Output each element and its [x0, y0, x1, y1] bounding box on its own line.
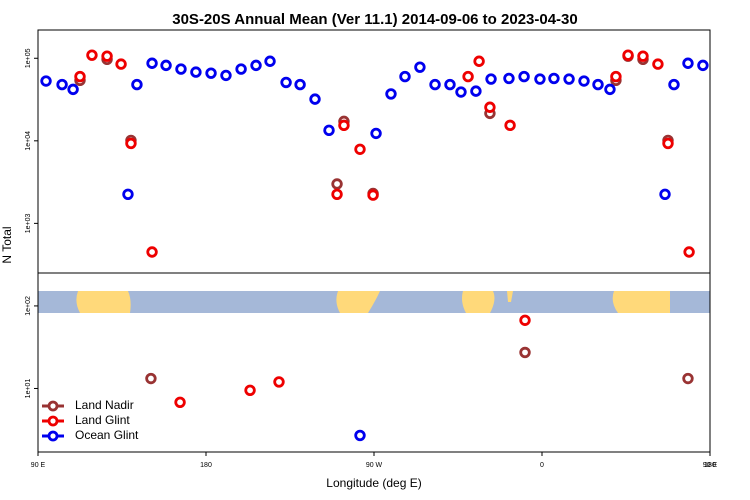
data-point [592, 78, 604, 91]
data-point [682, 372, 694, 385]
data-point [115, 58, 127, 70]
data-point [146, 246, 158, 258]
data-point [354, 143, 366, 155]
data-point [518, 70, 530, 83]
data-point [131, 78, 143, 91]
data-point [682, 57, 694, 69]
map-strip [38, 291, 710, 313]
data-point [74, 70, 86, 83]
data-point [444, 78, 456, 91]
data-point [338, 119, 350, 132]
data-point [668, 78, 680, 91]
data-point [250, 59, 262, 72]
data-point [294, 78, 306, 91]
data-point [235, 63, 247, 75]
data-point [67, 83, 79, 96]
x-tick-label: 0 [540, 462, 544, 469]
data-point [455, 86, 467, 98]
data-point [86, 49, 98, 61]
data-point [399, 70, 411, 83]
x-tick-label: 180 [200, 462, 212, 469]
data-point [414, 61, 426, 73]
x-axis-label: Longitude (deg E) [326, 476, 421, 490]
data-point [548, 72, 560, 85]
data-point [122, 188, 134, 200]
data-point [370, 127, 382, 140]
data-point [534, 73, 546, 85]
legend-label: Land Glint [75, 413, 130, 427]
data-point [484, 101, 496, 113]
data-point [470, 85, 482, 97]
data-point [40, 75, 52, 87]
legend-label: Land Nadir [75, 398, 134, 412]
data-point [503, 72, 515, 85]
data-point [273, 376, 285, 388]
chart-title: 30S-20S Annual Mean (Ver 11.1) 2014-09-0… [172, 11, 578, 28]
data-point [331, 178, 343, 190]
x-tick-label: 90 E [31, 462, 46, 469]
data-point [683, 246, 695, 258]
data-point [101, 50, 113, 62]
data-point [309, 93, 321, 105]
data-point [519, 314, 531, 326]
legend-label: Ocean Glint [75, 428, 139, 442]
data-point [190, 66, 202, 78]
x-tick-label: 180 [704, 462, 716, 469]
data-point [323, 124, 335, 137]
data-point [220, 69, 232, 82]
data-point [264, 55, 276, 67]
y-axis-label: N Total [0, 226, 14, 263]
y-tick-label: 1e+03 [25, 213, 32, 233]
legend-marker [47, 415, 59, 427]
data-point [652, 58, 664, 70]
y-tick-label: 1e+04 [25, 131, 32, 151]
data-point [244, 384, 256, 397]
data-point [125, 137, 137, 150]
data-point [367, 189, 379, 201]
data-point [622, 49, 634, 61]
data-point [637, 50, 649, 62]
data-point [610, 70, 622, 83]
legend-marker [47, 400, 59, 412]
y-tick-label: 1e+05 [25, 48, 32, 68]
data-point [145, 372, 157, 385]
y-tick-label: 1e+01 [25, 379, 32, 399]
data-point [146, 57, 158, 69]
data-point [385, 88, 397, 100]
data-point [578, 75, 590, 87]
data-point [659, 188, 671, 200]
data-point [331, 188, 343, 200]
data-point [462, 70, 474, 83]
data-point [563, 73, 575, 85]
data-point [697, 59, 709, 72]
data-point [280, 76, 292, 89]
data-point [662, 137, 674, 150]
x-tick-label: 90 W [366, 462, 383, 469]
data-point [504, 119, 516, 132]
data-point [604, 83, 616, 96]
data-point [519, 346, 531, 359]
legend-marker [47, 430, 59, 442]
y-tick-label: 1e+02 [25, 296, 32, 316]
data-point [429, 78, 441, 91]
data-point [174, 396, 186, 408]
data-point [354, 429, 366, 442]
data-point [205, 67, 217, 79]
data-point [485, 73, 497, 85]
data-point [473, 55, 485, 67]
x-tick-label: 90 E [703, 462, 718, 469]
data-point [175, 63, 187, 75]
data-point [160, 59, 172, 72]
data-point [56, 78, 68, 91]
